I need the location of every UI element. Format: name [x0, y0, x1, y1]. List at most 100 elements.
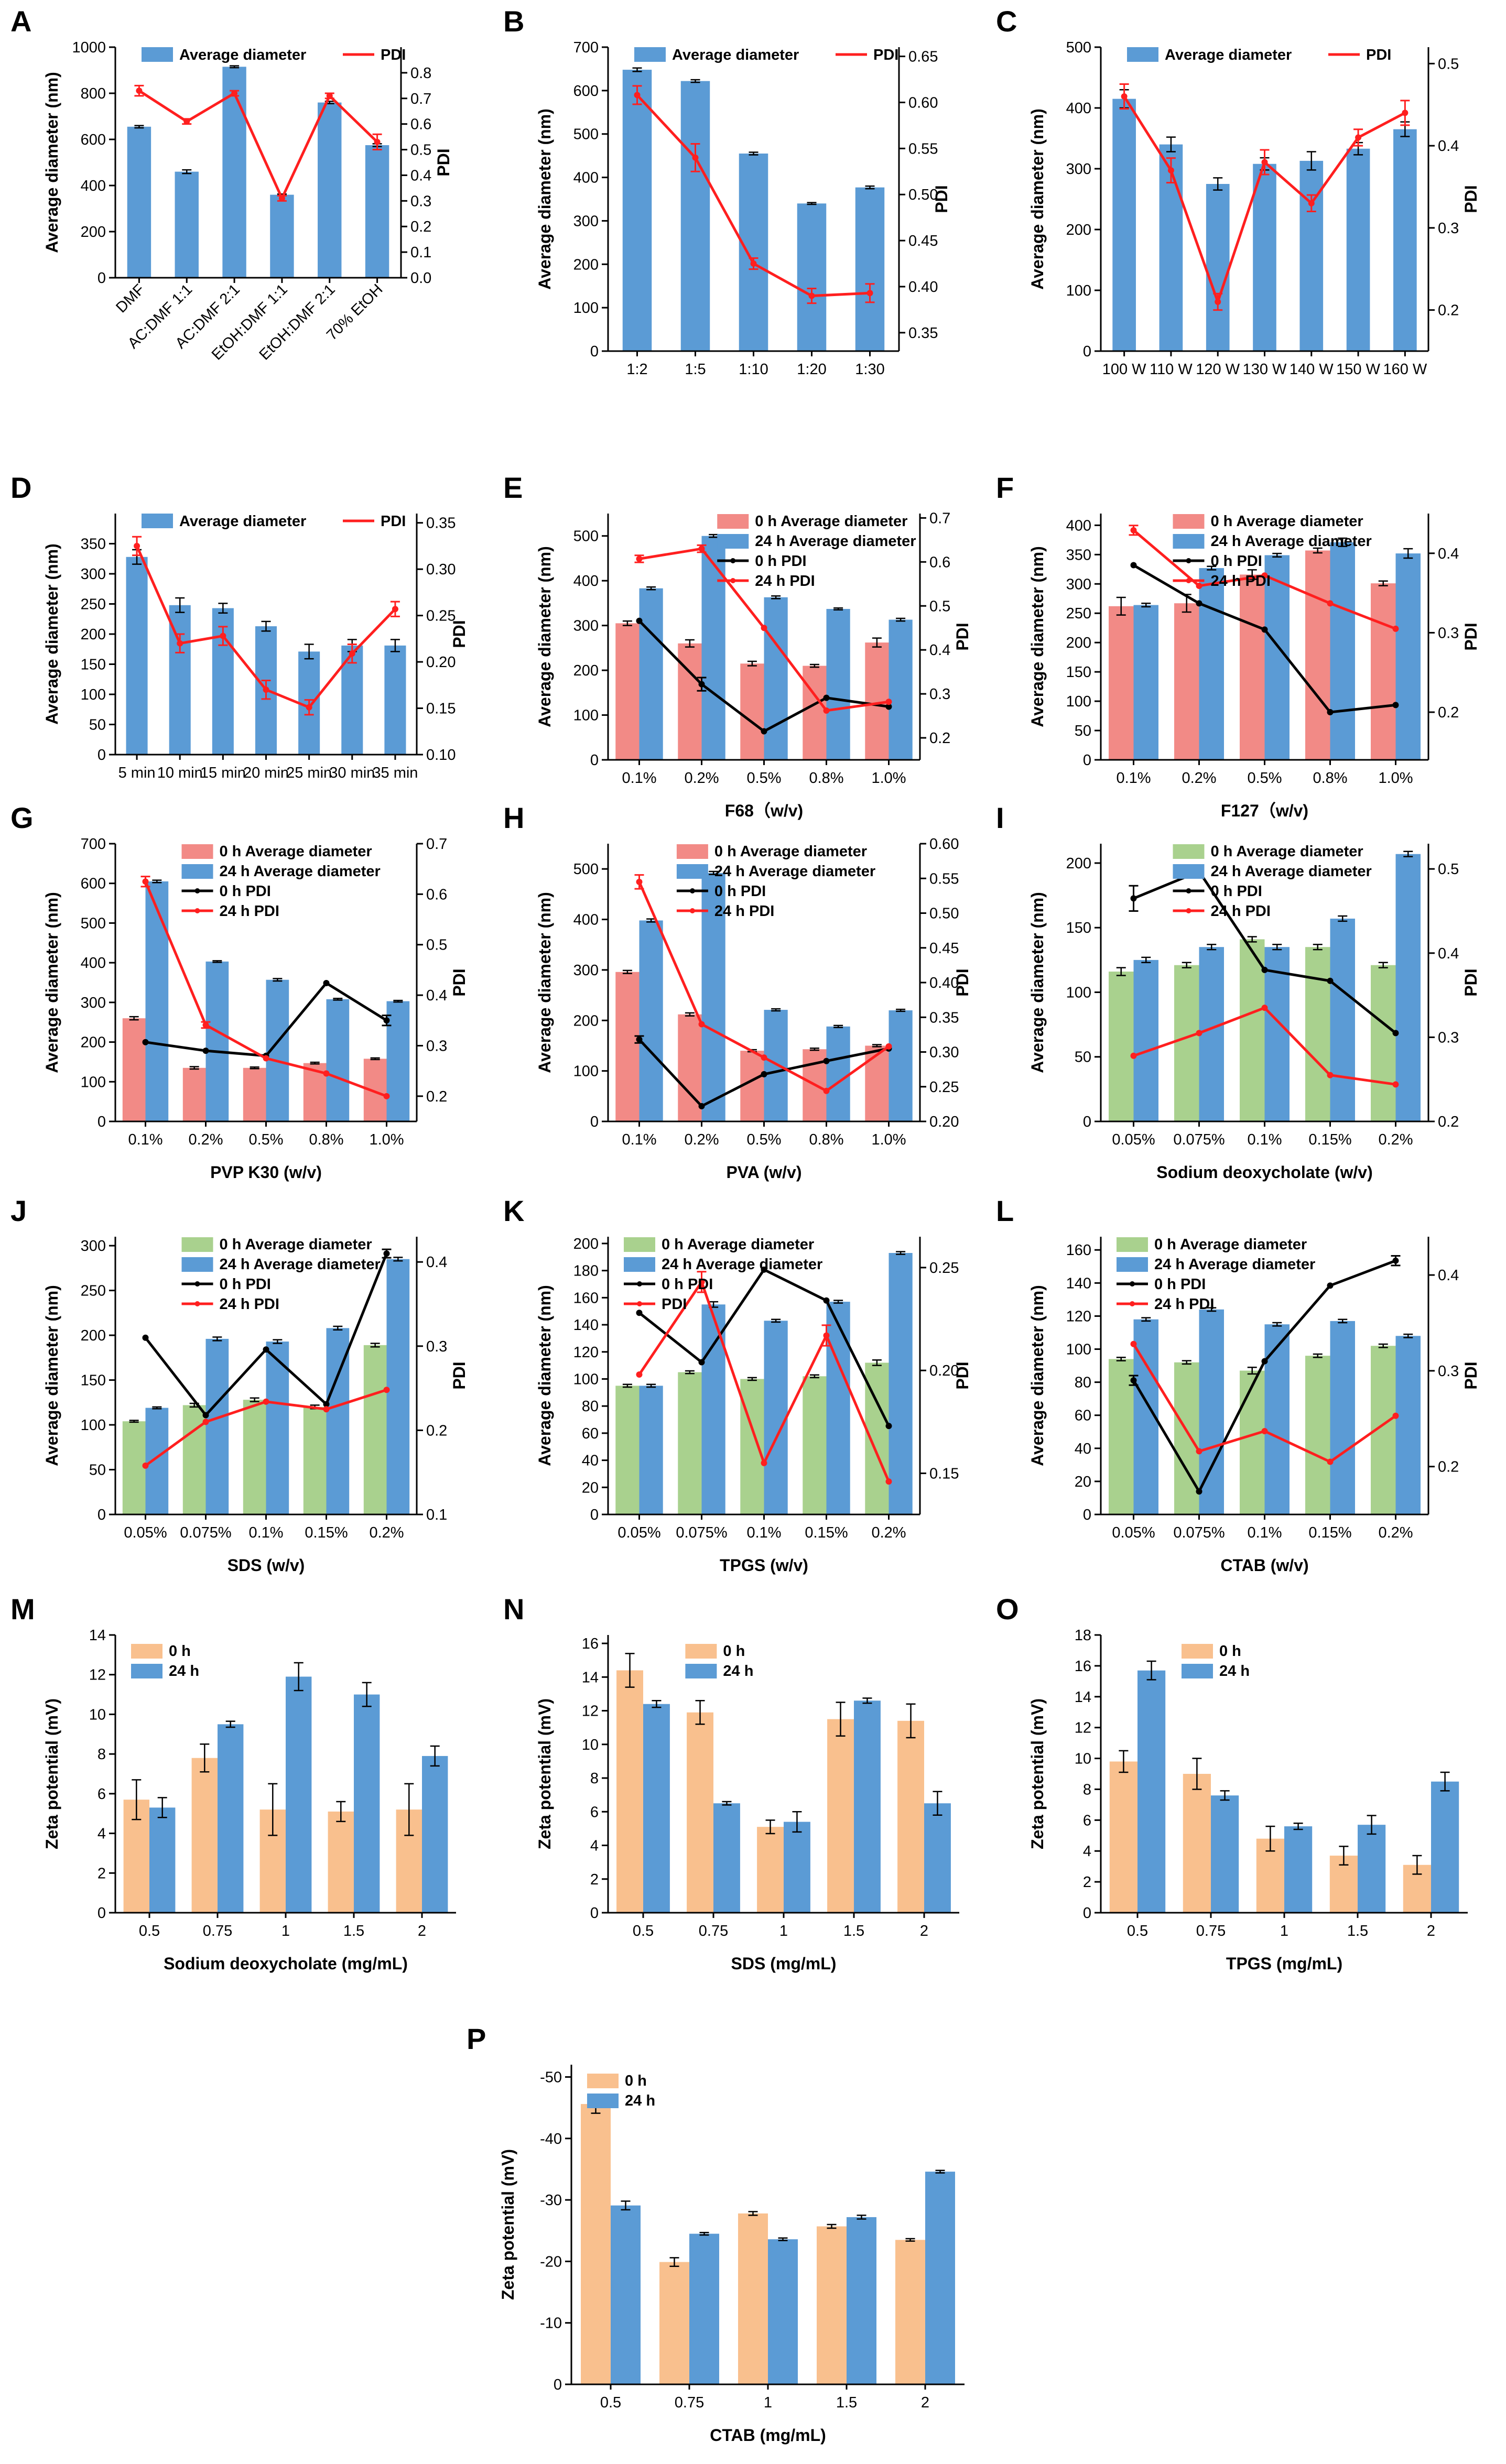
bar-blue-3: [326, 999, 350, 1121]
y-tick-label: 500: [1066, 39, 1091, 56]
y-tick-label: 350: [81, 536, 106, 553]
x-tick-label: 1.0%: [871, 1131, 906, 1148]
y2-axis-title: PDI: [953, 1361, 972, 1389]
x-axis-title: SDS (mg/mL): [731, 1954, 837, 1973]
y-tick-label: 120: [1066, 1308, 1091, 1325]
y-tick-label: 50: [1075, 723, 1091, 739]
bar-green-1: [678, 1372, 702, 1514]
x-tick-label: 0.2%: [1378, 1524, 1413, 1541]
x-tick-label: 1:20: [797, 361, 826, 378]
bar-blue-2: [286, 1676, 312, 1913]
legend-label: 24 h PDI: [1211, 903, 1271, 920]
y2-tick-label: 0.30: [426, 561, 456, 578]
line-point-red-1: [1196, 1448, 1202, 1455]
bar-blue-0: [1133, 960, 1158, 1121]
x-tick-label: 0.75: [1196, 1923, 1226, 1939]
legend-swatch: [1173, 514, 1205, 529]
legend-swatch: [1127, 47, 1158, 62]
line-point-red-0: [1130, 1052, 1137, 1059]
x-axis-title: Sodium deoxycholate (mg/mL): [164, 1954, 408, 1973]
y-tick-label: -40: [540, 2131, 562, 2147]
legend-label: 24 h: [169, 1663, 199, 1680]
x-tick-label: 0.2%: [871, 1524, 906, 1541]
y-axis-title: Average diameter (nm): [42, 543, 61, 725]
x-tick-label: 1.5: [343, 1923, 364, 1939]
line-point-red-2: [761, 1459, 767, 1466]
y-tick-label: 50: [89, 717, 106, 734]
y-tick-label: 600: [81, 876, 106, 892]
y-tick-label: -50: [540, 2069, 562, 2086]
line-point-black-2: [761, 1266, 767, 1273]
line-point-red-1: [1196, 582, 1202, 589]
bar-blue-1: [713, 1803, 740, 1913]
legend-label: 24 h Average diameter: [220, 863, 381, 880]
bar-orange-2: [738, 2213, 768, 2384]
legend-label: PDI: [381, 47, 406, 63]
x-tick-label: 0.2%: [1182, 770, 1216, 787]
line-point-black-3: [823, 1057, 830, 1064]
x-tick-label: 0.075%: [1173, 1524, 1225, 1541]
line-point-black-4: [383, 1250, 390, 1257]
line-point-black-3: [823, 1297, 830, 1304]
bar-blue-2: [266, 1342, 289, 1514]
x-tick-label: 0.5: [633, 1923, 654, 1939]
bar-blue-3: [1330, 1321, 1355, 1514]
y2-tick-label: 0.2: [1438, 704, 1459, 721]
bar-blue-0: [145, 881, 169, 1121]
legend-swatch: [587, 2094, 619, 2108]
y2-tick-label: 0.3: [410, 193, 431, 210]
x-tick-label: 0.5%: [1247, 770, 1282, 787]
legend-marker: [194, 888, 200, 893]
y2-tick-label: 0.20: [426, 654, 456, 671]
y-tick-label: 12: [582, 1703, 599, 1720]
legend-label: 0 h Average diameter: [662, 1236, 814, 1253]
legend-swatch: [142, 47, 173, 62]
bar-blue-3: [854, 1700, 881, 1913]
y2-tick-label: 0.3: [1438, 625, 1459, 641]
line-point-red-0: [134, 542, 140, 549]
y2-tick-label: 0.25: [929, 1260, 959, 1277]
line-point-red-3: [278, 195, 285, 202]
line-point-red-1: [698, 1279, 705, 1285]
bar-blue-1: [218, 1724, 244, 1913]
line-point-red-4: [326, 92, 333, 99]
line-point-red-4: [1392, 1412, 1399, 1419]
y-tick-label: 300: [573, 962, 599, 979]
bar-blue-4: [855, 187, 885, 351]
y-tick-label: 40: [582, 1453, 599, 1469]
legend-swatch: [181, 1257, 213, 1272]
y-tick-label: 180: [573, 1263, 599, 1280]
bar-blue-5: [365, 145, 389, 278]
y2-tick-label: 0.4: [1438, 945, 1459, 962]
legend-label: Average diameter: [1165, 47, 1292, 63]
line-point-black-4: [885, 1423, 892, 1430]
y-axis-title: Average diameter (nm): [535, 108, 554, 290]
panel-label: E: [503, 471, 523, 504]
x-tick-label: 1: [764, 2394, 772, 2411]
y-tick-label: 300: [81, 995, 106, 1011]
y-tick-label: 140: [1066, 1275, 1091, 1292]
y-axis-title: Average diameter (nm): [1028, 892, 1047, 1073]
y2-tick-label: 0.4: [1438, 138, 1459, 155]
bar-green-1: [182, 1405, 206, 1514]
bar-blue-1: [1199, 947, 1224, 1121]
line-point-black-3: [1327, 977, 1334, 984]
y2-tick-label: 0.4: [929, 642, 950, 659]
legend-swatch: [717, 534, 749, 549]
x-tick-label: 30 min: [329, 765, 375, 781]
legend-swatch: [676, 864, 708, 879]
y-axis-title: Average diameter (nm): [42, 892, 61, 1073]
y-tick-label: 250: [1066, 605, 1091, 622]
y-tick-label: 0: [590, 1507, 599, 1523]
bar-blue-1: [205, 1338, 229, 1514]
panel-M: M 0 2 4 6 8 10 12 14 Zeta potential (mV) 0.5 0.75 1 1…: [10, 1593, 456, 1973]
bar-blue-4: [386, 1001, 410, 1121]
line-point-red-1: [698, 546, 705, 552]
x-tick-label: 1.5: [836, 2394, 857, 2411]
line-point-red-2: [761, 625, 767, 631]
legend-label: 24 h PDI: [1211, 573, 1271, 590]
y-tick-label: 0: [97, 1905, 106, 1922]
legend-label: 0 h PDI: [755, 553, 806, 570]
line-point-red-0: [634, 92, 641, 99]
